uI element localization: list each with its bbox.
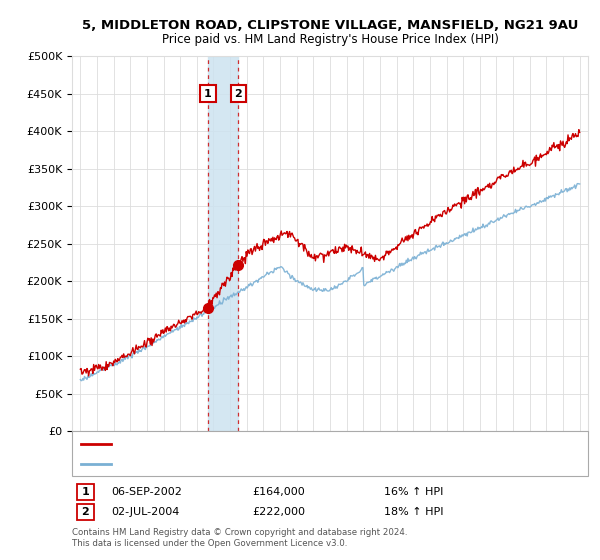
Text: Price paid vs. HM Land Registry's House Price Index (HPI): Price paid vs. HM Land Registry's House …	[161, 32, 499, 46]
Text: 02-JUL-2004: 02-JUL-2004	[111, 507, 179, 517]
Text: 2: 2	[235, 88, 242, 99]
Text: HPI: Average price, detached house, Newark and Sherwood: HPI: Average price, detached house, Newa…	[117, 459, 427, 469]
Text: 16% ↑ HPI: 16% ↑ HPI	[384, 487, 443, 497]
Text: 5, MIDDLETON ROAD, CLIPSTONE VILLAGE, MANSFIELD, NG21 9AU: 5, MIDDLETON ROAD, CLIPSTONE VILLAGE, MA…	[82, 18, 578, 32]
Bar	[208, 56, 238, 431]
Text: 2: 2	[82, 507, 89, 517]
Text: 5, MIDDLETON ROAD, CLIPSTONE VILLAGE, MANSFIELD, NG21 9AU (detached house): 5, MIDDLETON ROAD, CLIPSTONE VILLAGE, MA…	[117, 439, 559, 449]
Text: £222,000: £222,000	[252, 507, 305, 517]
Text: £164,000: £164,000	[252, 487, 305, 497]
Text: 06-SEP-2002: 06-SEP-2002	[111, 487, 182, 497]
Text: Contains HM Land Registry data © Crown copyright and database right 2024.
This d: Contains HM Land Registry data © Crown c…	[72, 528, 407, 548]
Text: 1: 1	[204, 88, 212, 99]
Text: 1: 1	[82, 487, 89, 497]
Text: 18% ↑ HPI: 18% ↑ HPI	[384, 507, 443, 517]
